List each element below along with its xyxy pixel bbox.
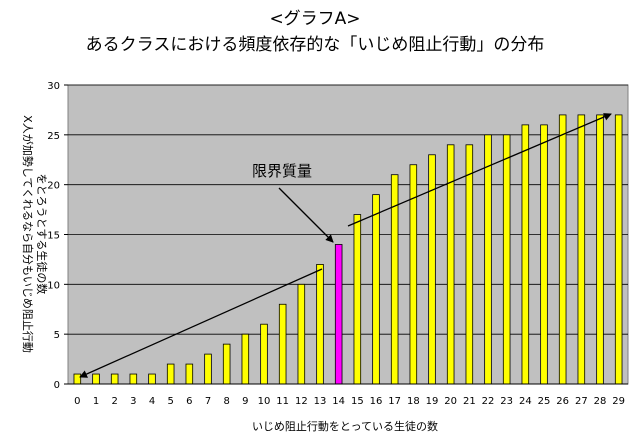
bar [521, 124, 530, 385]
y-axis: 0 5 10 15 20 25 30 [47, 81, 68, 391]
x-tick-label: 21 [463, 396, 476, 407]
bar [614, 114, 623, 385]
x-tick-label: 29 [612, 396, 625, 407]
x-tick-label: 9 [242, 396, 248, 407]
bar [148, 373, 156, 385]
y-tick-label: 25 [47, 131, 60, 142]
annotation-label: 限界質量 [252, 162, 312, 180]
y-tick-label: 10 [47, 280, 60, 291]
x-tick-label: 24 [519, 396, 532, 407]
x-tick-label: 19 [426, 396, 439, 407]
bars [73, 114, 623, 385]
bar [278, 303, 287, 385]
bar [372, 194, 380, 385]
x-tick-label: 3 [130, 396, 136, 407]
bar [260, 323, 268, 385]
x-tick-label: 5 [167, 396, 173, 407]
bar [166, 363, 175, 385]
x-tick-label: 27 [575, 396, 588, 407]
x-tick-label: 17 [388, 396, 401, 407]
bar-highlight [334, 244, 343, 385]
x-tick-label: 16 [370, 396, 383, 407]
bar [92, 373, 100, 385]
y-axis-label-line1: X人が加勢してくれるなら自分もいじめ阻止行動 [21, 115, 35, 353]
bar [129, 373, 138, 385]
bar [577, 114, 586, 385]
bar [241, 333, 250, 385]
x-tick-label: 20 [444, 396, 457, 407]
x-tick-label: 25 [538, 396, 551, 407]
chart-subtitle: あるクラスにおける頻度依存的な「いじめ阻止行動」の分布 [86, 35, 545, 55]
x-tick-label: 14 [332, 396, 345, 407]
y-tick-label: 15 [47, 231, 60, 242]
bar [596, 114, 604, 385]
x-tick-label: 1 [93, 396, 99, 407]
y-tick-label: 0 [54, 380, 60, 391]
bar [73, 373, 82, 385]
y-tick-label: 30 [47, 81, 60, 92]
x-tick-label: 15 [351, 396, 364, 407]
bar [110, 373, 119, 385]
x-axis: 0 1 2 3 4 5 6 7 8 9 10 11 12 13 14 15 16 17 18 19 20 21 22 23 24… [68, 383, 628, 407]
bar [185, 363, 194, 385]
x-tick-label: 13 [314, 396, 327, 407]
x-tick-label: 28 [594, 396, 607, 407]
bar [222, 343, 231, 385]
x-tick-label: 26 [556, 396, 569, 407]
bar [484, 134, 492, 385]
upper-trend-arrow [347, 113, 612, 227]
x-tick-label: 7 [205, 396, 211, 407]
x-tick-label: 22 [482, 396, 495, 407]
y-tick-label: 20 [47, 181, 60, 192]
x-tick-label: 6 [186, 396, 192, 407]
bar [558, 114, 567, 385]
x-tick-label: 2 [111, 396, 117, 407]
y-tick-label: 5 [54, 330, 60, 341]
x-tick-label: 0 [74, 396, 80, 407]
lower-trend-arrow [79, 268, 323, 378]
x-tick-label: 23 [500, 396, 513, 407]
x-tick-label: 10 [258, 396, 271, 407]
bar [502, 134, 511, 385]
x-axis-label: いじめ阻止行動をとっている生徒の数 [252, 419, 438, 433]
x-tick-label: 18 [407, 396, 420, 407]
x-tick-label: 8 [223, 396, 229, 407]
bar [204, 353, 212, 385]
gridlines [68, 84, 628, 335]
x-tick-label: 4 [149, 396, 155, 407]
bar [465, 144, 474, 385]
bar [353, 214, 362, 385]
bar [297, 283, 306, 385]
y-axis-label-line2: をとろうとする生徒の数 [35, 174, 49, 295]
x-tick-label: 11 [276, 396, 289, 407]
chart-title: <グラフA> [269, 9, 360, 29]
bar [540, 124, 548, 385]
x-tick-label: 12 [295, 396, 308, 407]
bar [316, 263, 324, 385]
annotation-pointer-arrow [278, 187, 334, 243]
